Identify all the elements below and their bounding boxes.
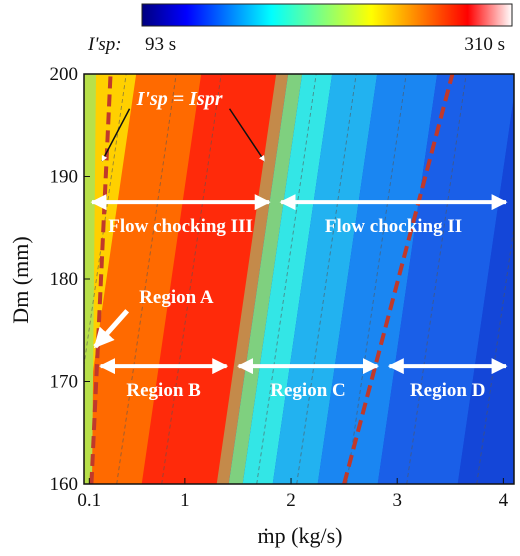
colorbar-max-label: 310 s xyxy=(464,34,505,55)
region-label: Flow chocking II xyxy=(325,216,462,237)
colorbar-min-label: 93 s xyxy=(145,34,176,55)
heatmap-band xyxy=(272,74,378,484)
contour-line xyxy=(84,74,127,368)
x-axis-title: ṁp (kg/s) xyxy=(258,523,343,548)
x-tick-label: 1 xyxy=(180,490,190,511)
region-label: Region C xyxy=(270,380,345,401)
x-tick-label: 3 xyxy=(392,490,402,511)
contour-line xyxy=(161,74,222,484)
x-tick-label: 0.1 xyxy=(77,490,101,511)
region-a-label: Region A xyxy=(139,287,214,308)
contour-line xyxy=(406,74,467,484)
region-a-arrow xyxy=(93,309,130,349)
y-axis-title: Dm (mm) xyxy=(8,236,33,323)
boundary-line xyxy=(342,74,455,484)
contour-line xyxy=(256,74,317,484)
region-label: Flow chocking III xyxy=(108,216,253,237)
heatmap-band xyxy=(84,74,207,484)
equation-leader-left xyxy=(101,108,131,162)
axis-ticks: 0.1 1 2 3 4 160 170 180 190 200 xyxy=(50,64,509,511)
annotations: Flow chocking III Flow chocking II Region … xyxy=(90,88,508,401)
contour-line xyxy=(116,74,177,484)
y-tick-label: 160 xyxy=(50,474,79,495)
boundary-line xyxy=(89,74,113,484)
y-tick-label: 190 xyxy=(50,167,79,188)
heatmap-band xyxy=(242,74,333,484)
heatmap-band xyxy=(457,95,514,484)
heatmap-band xyxy=(141,74,282,484)
y-tick-label: 180 xyxy=(50,269,79,290)
contour-line xyxy=(346,74,407,484)
contour-line xyxy=(296,74,357,484)
heatmap-field xyxy=(84,74,514,484)
region-label: Region B xyxy=(126,380,201,401)
heatmap-band xyxy=(228,74,303,484)
heatmap-band xyxy=(377,74,514,484)
colorbar xyxy=(141,3,513,27)
region-label: Region D xyxy=(410,380,485,401)
heatmap-band xyxy=(216,74,289,484)
heatmap-band xyxy=(317,74,438,484)
x-tick-label: 4 xyxy=(499,490,509,511)
colorbar-label: I'sp: xyxy=(87,34,122,55)
y-tick-label: 200 xyxy=(50,64,79,85)
equation-label: I'sp = Ispr xyxy=(136,88,223,110)
equation-leader-right xyxy=(228,108,266,162)
y-tick-label: 170 xyxy=(50,372,79,393)
x-tick-label: 2 xyxy=(286,490,296,511)
